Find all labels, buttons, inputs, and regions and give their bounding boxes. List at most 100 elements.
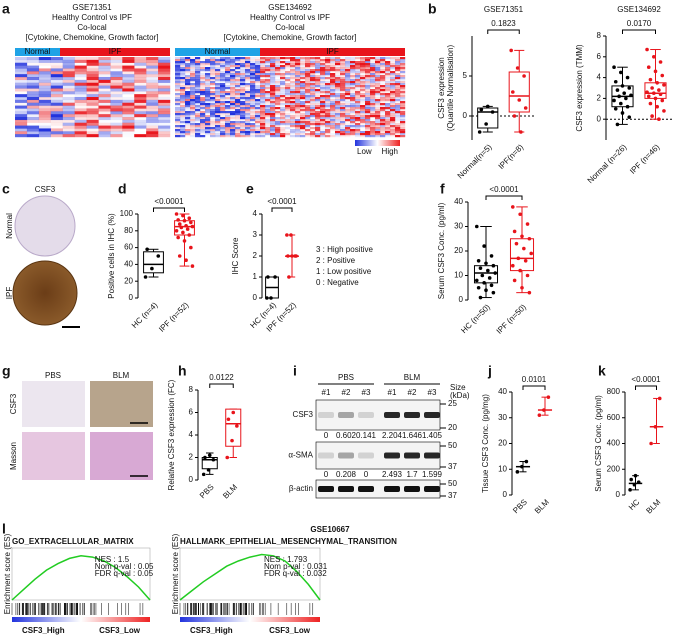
heatmap-cell bbox=[180, 127, 186, 130]
heatmap-cell bbox=[280, 105, 285, 107]
heatmap-cell bbox=[325, 63, 331, 66]
heatmap-cell bbox=[290, 107, 296, 110]
heatmap-cell bbox=[185, 127, 191, 130]
heatmap-cell bbox=[26, 59, 40, 63]
heatmap-cell bbox=[225, 69, 231, 72]
heatmap-cell bbox=[74, 65, 87, 69]
heatmap-cell bbox=[345, 135, 351, 138]
heatmap-cell bbox=[400, 91, 406, 94]
heatmap-cell bbox=[225, 85, 231, 88]
heatmap-cell bbox=[62, 122, 75, 126]
heatmap-cell bbox=[175, 59, 181, 62]
heatmap-cell bbox=[205, 73, 211, 76]
heatmap-cell bbox=[320, 127, 325, 129]
heatmap-cell bbox=[360, 57, 366, 60]
heatmap-cell bbox=[122, 108, 135, 112]
heatmap-cell bbox=[74, 131, 87, 135]
heatmap-cell bbox=[330, 63, 336, 66]
heatmap-cell bbox=[310, 107, 316, 110]
heatmap-cell bbox=[200, 135, 206, 138]
heatmap-cell bbox=[325, 127, 331, 130]
heatmap-cell bbox=[200, 67, 206, 70]
heatmap-cell bbox=[225, 87, 231, 90]
heatmap-cell bbox=[310, 65, 316, 68]
heatmap-cell bbox=[200, 81, 206, 84]
heatmap-cell bbox=[305, 65, 311, 68]
heatmap-cell bbox=[305, 125, 311, 128]
heatmap-cell bbox=[200, 129, 206, 132]
heatmap-cell bbox=[180, 109, 186, 112]
heatmap-cell bbox=[250, 97, 256, 100]
heatmap-cell bbox=[215, 87, 221, 90]
heatmap-cell bbox=[205, 85, 211, 88]
heatmap-cell bbox=[275, 99, 281, 102]
heatmap-cell bbox=[305, 81, 311, 84]
heatmap-cell bbox=[195, 75, 201, 78]
heatmap-cell bbox=[285, 79, 291, 82]
heatmap-cell bbox=[255, 127, 261, 130]
heatmap-cell bbox=[250, 95, 256, 98]
heatmap-cell bbox=[38, 131, 51, 135]
heatmap-cell bbox=[370, 109, 376, 112]
heatmap-cell bbox=[365, 103, 371, 106]
heatmap-cell bbox=[310, 61, 316, 64]
heatmap-cell bbox=[190, 71, 196, 74]
heatmap-cell bbox=[290, 75, 296, 78]
heatmap-cell bbox=[185, 71, 191, 74]
heatmap-cell bbox=[305, 121, 311, 124]
heatmap-cell bbox=[250, 81, 256, 84]
heatmap-cell bbox=[190, 113, 196, 116]
heatmap-cell bbox=[210, 113, 216, 116]
data-point bbox=[527, 236, 532, 241]
heatmap-cell bbox=[370, 61, 376, 64]
heatmap-cell bbox=[240, 57, 246, 60]
heatmap-cell bbox=[250, 135, 256, 138]
heatmap-cell bbox=[390, 81, 396, 84]
heatmap-cell bbox=[290, 113, 296, 116]
heatmap-cell bbox=[210, 127, 216, 130]
heatmap-cell bbox=[158, 134, 171, 138]
heatmap-cell bbox=[320, 83, 326, 86]
heatmap-cell bbox=[235, 79, 241, 82]
heatmap-cell bbox=[350, 63, 356, 66]
data-point bbox=[662, 83, 666, 87]
heatmap-cell bbox=[180, 89, 186, 92]
heatmap-cell bbox=[260, 97, 266, 100]
heatmap-cell bbox=[390, 91, 396, 94]
heatmap-cell bbox=[400, 113, 406, 116]
heatmap-cell bbox=[400, 131, 406, 134]
heatmap-cell bbox=[325, 75, 331, 78]
heatmap-cell bbox=[395, 85, 401, 88]
heatmap-cell bbox=[74, 111, 87, 115]
heatmap-cell bbox=[98, 108, 111, 112]
heatmap-cell bbox=[255, 87, 261, 90]
heatmap-cell bbox=[122, 68, 135, 72]
heatmap-cell bbox=[245, 111, 251, 114]
heatmap-cell bbox=[365, 117, 371, 120]
heatmap-cell bbox=[255, 77, 261, 80]
heatmap-cell bbox=[300, 105, 306, 108]
heatmap-cell bbox=[340, 99, 346, 102]
heatmap-cell bbox=[325, 125, 331, 128]
heatmap-cell bbox=[360, 105, 366, 108]
heatmap-cell bbox=[350, 107, 356, 110]
heatmap-cell bbox=[390, 119, 396, 122]
heatmap-cell bbox=[275, 73, 281, 76]
heatmap-cell bbox=[175, 101, 181, 104]
heatmap-cell bbox=[285, 123, 291, 126]
heatmap-cell bbox=[380, 71, 386, 74]
data-point bbox=[620, 111, 625, 115]
heatmap-cell bbox=[250, 57, 256, 60]
heatmap-cell bbox=[205, 125, 211, 128]
heatmap-cell bbox=[255, 71, 261, 74]
heatmap-cell bbox=[205, 135, 210, 137]
heatmap-cell bbox=[285, 105, 291, 108]
heatmap-cell bbox=[50, 71, 63, 75]
heatmap-cell bbox=[280, 61, 286, 64]
heatmap-cell bbox=[295, 129, 301, 132]
heatmap-cell bbox=[158, 79, 171, 83]
heatmap-cell bbox=[110, 85, 123, 89]
heatmap-cell bbox=[235, 77, 241, 80]
heatmap-cell bbox=[270, 133, 276, 136]
heatmap-cell bbox=[290, 121, 296, 124]
